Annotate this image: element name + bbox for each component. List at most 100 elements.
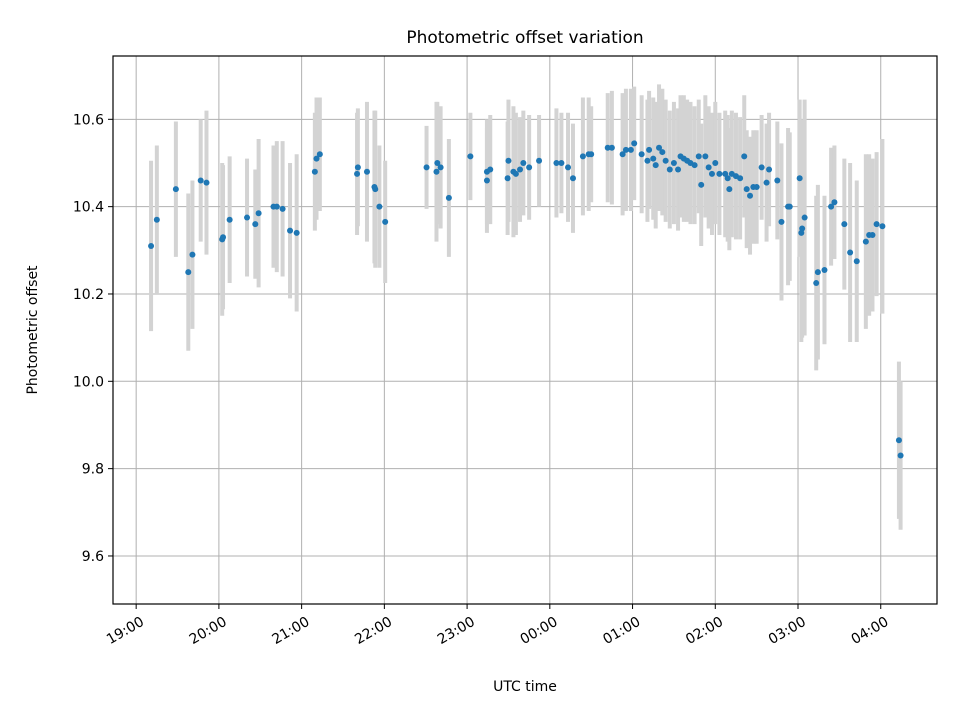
data-point (847, 249, 854, 256)
data-point (666, 166, 673, 173)
data-point (363, 168, 370, 175)
data-point (778, 218, 785, 225)
data-point (712, 159, 719, 166)
data-point (726, 186, 733, 193)
x-axis-label: UTC time (493, 679, 557, 695)
data-point (801, 214, 808, 221)
y-tick-label: 10.4 (73, 200, 104, 216)
data-point (382, 218, 389, 225)
data-point (255, 210, 262, 217)
data-point (695, 153, 702, 160)
data-point (520, 159, 527, 166)
x-tick-label: 04:00 (849, 614, 892, 648)
x-tick-label: 22:00 (352, 614, 395, 648)
data-point (423, 164, 430, 171)
x-tick-label: 03:00 (766, 614, 809, 648)
data-point (565, 164, 572, 171)
data-point (311, 168, 318, 175)
data-point (646, 146, 653, 153)
data-point (722, 170, 729, 177)
data-point (786, 203, 793, 210)
data-point (821, 266, 828, 273)
data-point (172, 186, 179, 193)
data-point (644, 157, 651, 164)
data-point (185, 269, 192, 276)
data-point (758, 164, 765, 171)
data-point (505, 157, 512, 164)
data-point (691, 162, 698, 169)
data-point (869, 232, 876, 239)
data-point (536, 157, 543, 164)
data-point (273, 203, 280, 210)
y-tick-label: 10.0 (73, 374, 104, 390)
data-point (553, 159, 560, 166)
x-tick-label: 21:00 (269, 614, 312, 648)
error-bars (149, 84, 903, 530)
data-point (708, 170, 715, 177)
data-point (619, 151, 626, 158)
data-point (841, 221, 848, 228)
data-point (814, 269, 821, 276)
data-points (148, 140, 904, 459)
data-point (558, 159, 565, 166)
data-point (813, 280, 820, 287)
x-tick-label: 00:00 (518, 614, 561, 648)
data-point (766, 166, 773, 173)
data-point (716, 170, 723, 177)
data-point (153, 216, 160, 223)
x-tick-label: 02:00 (683, 614, 726, 648)
data-point (467, 153, 474, 160)
data-point (197, 177, 204, 184)
data-point (487, 166, 494, 173)
data-point (512, 170, 519, 177)
data-point (662, 157, 669, 164)
data-point (569, 175, 576, 182)
data-point (437, 164, 444, 171)
data-point (148, 242, 155, 249)
data-point (189, 251, 196, 258)
data-point (504, 175, 511, 182)
data-point (753, 183, 760, 190)
data-point (670, 159, 677, 166)
data-point (220, 234, 227, 241)
data-point (376, 203, 383, 210)
data-point (895, 437, 902, 444)
data-point (650, 155, 657, 162)
data-point (698, 181, 705, 188)
data-point (656, 144, 663, 151)
data-point (483, 177, 490, 184)
data-point (763, 179, 770, 186)
data-point (638, 151, 645, 158)
data-point (203, 179, 210, 186)
y-tick-label: 9.6 (82, 549, 104, 565)
data-point (226, 216, 233, 223)
data-point (897, 452, 904, 459)
data-point (659, 149, 666, 156)
data-point (831, 199, 838, 206)
data-point (372, 186, 379, 193)
data-point (313, 155, 320, 162)
y-axis-ticks: 9.6 9.8 10.0 10.2 10.4 10.6 (73, 112, 113, 565)
y-tick-label: 9.8 (82, 462, 104, 478)
data-point (354, 170, 361, 177)
data-point (433, 168, 440, 175)
data-point (879, 223, 886, 230)
data-point (316, 151, 323, 158)
data-point (608, 144, 615, 151)
data-point (588, 151, 595, 158)
data-point (445, 194, 452, 201)
x-tick-label: 20:00 (187, 614, 230, 648)
data-point (741, 153, 748, 160)
data-point (517, 166, 524, 173)
data-point (287, 227, 294, 234)
data-point (724, 175, 731, 182)
data-point (526, 164, 533, 171)
data-point (737, 175, 744, 182)
data-point (652, 162, 659, 169)
data-point (627, 146, 634, 153)
data-point (774, 177, 781, 184)
data-point (747, 192, 754, 199)
x-tick-label: 23:00 (435, 614, 478, 648)
data-point (434, 159, 441, 166)
